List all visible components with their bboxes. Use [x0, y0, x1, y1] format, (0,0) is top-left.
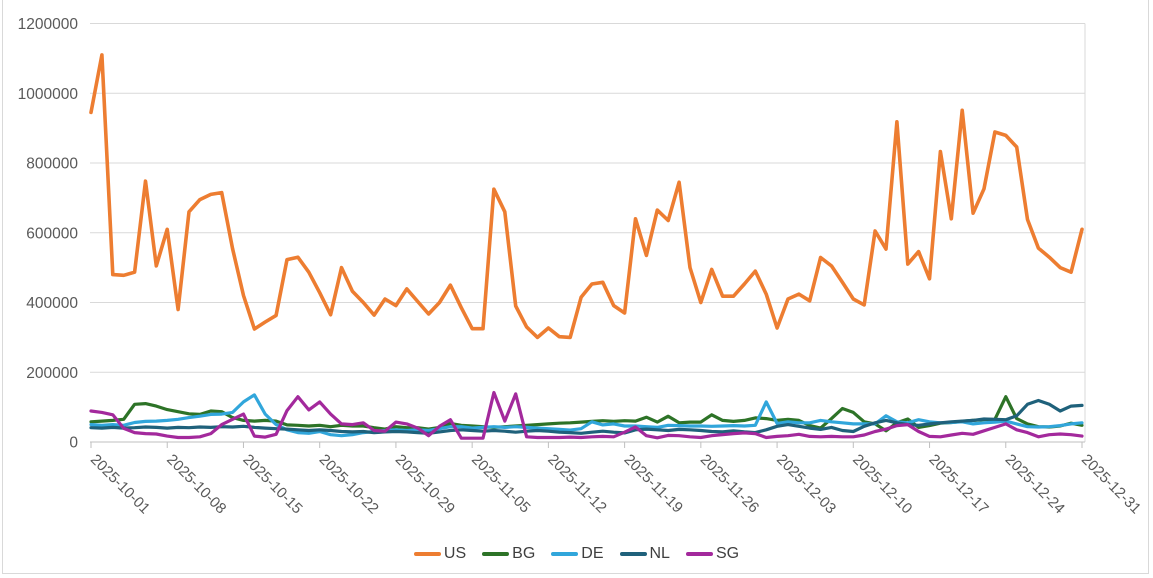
- y-axis-label: 600000: [26, 225, 78, 242]
- legend-swatch-US: [413, 552, 441, 556]
- x-axis-label: 2025-11-19: [621, 451, 686, 516]
- x-axis-label: 2025-12-24: [1002, 451, 1068, 517]
- x-axis-label: 2025-12-10: [849, 451, 915, 517]
- x-axis-label: 2025-11-05: [468, 451, 533, 516]
- legend-label-DE: DE: [581, 545, 604, 562]
- y-axis-label: 1000000: [18, 86, 79, 103]
- series-line-US[interactable]: [89, 53, 1084, 340]
- x-axis-label: 2025-11-12: [544, 451, 609, 516]
- y-axis-label: 200000: [26, 365, 78, 382]
- series-lines: [89, 53, 1084, 440]
- x-axis-label: 2025-10-22: [316, 451, 382, 517]
- x-axis-label: 2025-12-31: [1078, 451, 1144, 517]
- legend-item-NL[interactable]: NL: [619, 545, 670, 562]
- legend-swatch-BG: [482, 552, 510, 556]
- x-axis-label: 2025-10-01: [87, 451, 153, 517]
- gridlines: [90, 23, 1086, 442]
- chart-legend: US BG DE NL SG: [0, 542, 1153, 566]
- series-line-NL[interactable]: [89, 398, 1084, 435]
- y-axis-label: 0: [69, 435, 78, 452]
- legend-swatch-NL: [619, 552, 647, 556]
- x-axis-label: 2025-10-29: [392, 451, 458, 517]
- legend-item-SG[interactable]: SG: [685, 545, 740, 562]
- legend-label-SG: SG: [715, 545, 740, 562]
- series-line-SG[interactable]: [89, 390, 1084, 440]
- x-axis-label: 2025-10-15: [239, 451, 305, 517]
- x-axis-label: 2025-11-26: [697, 451, 762, 516]
- legend-item-DE[interactable]: DE: [551, 545, 604, 562]
- series-line-DE[interactable]: [89, 393, 1084, 438]
- x-axis-label: 2025-12-17: [925, 451, 991, 517]
- y-axis-labels: 0 200000 400000 600000 800000 1000000 1200000: [18, 16, 79, 452]
- x-axis-label: 2025-10-08: [163, 451, 229, 517]
- x-axis-labels: 2025-10-01 2025-10-08 2025-10-15 2025-10-22…: [87, 451, 1144, 517]
- y-axis-label: 400000: [26, 295, 78, 312]
- legend-label-US: US: [443, 545, 467, 562]
- legend-swatch-SG: [685, 552, 713, 556]
- legend-item-BG[interactable]: BG: [482, 546, 535, 562]
- legend-label-NL: NL: [649, 545, 670, 562]
- x-axis-label: 2025-12-03: [773, 451, 839, 517]
- y-axis-label: 800000: [26, 156, 78, 173]
- legend-item-US[interactable]: US: [413, 545, 467, 562]
- y-axis-label: 1200000: [18, 16, 79, 33]
- axes: [90, 441, 1085, 448]
- legend-label-BG: BG: [512, 545, 536, 562]
- legend-swatch-DE: [551, 552, 579, 556]
